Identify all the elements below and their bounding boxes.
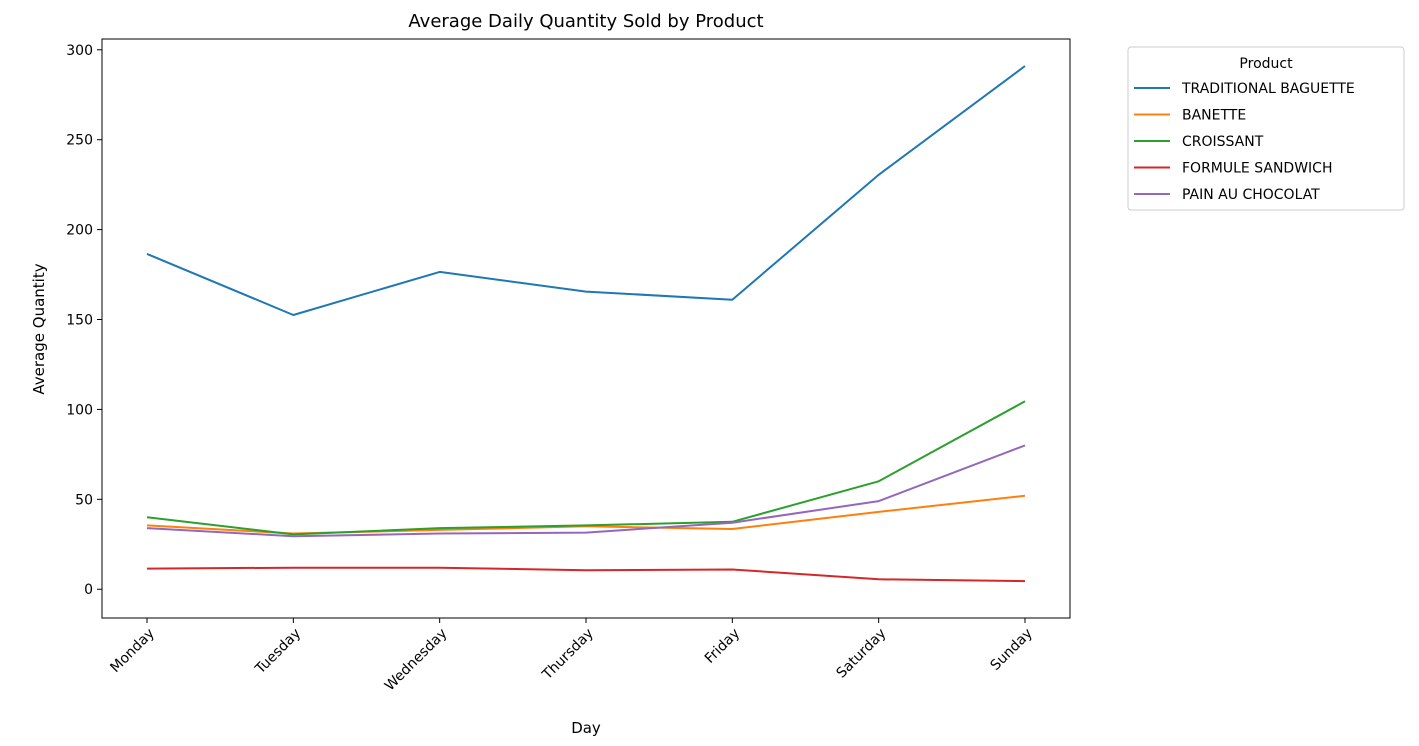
x-tick-label: Sunday [987, 626, 1035, 674]
series-line-0 [146, 65, 1026, 316]
y-axis-label: Average Quantity [30, 263, 48, 394]
y-tick-label: 50 [75, 492, 93, 508]
chart-title: Average Daily Quantity Sold by Product [408, 11, 763, 32]
y-tick-label: 200 [66, 223, 93, 239]
legend-title: Product [1239, 56, 1293, 72]
x-tick-label: Wednesday [382, 626, 451, 695]
y-tick-label: 100 [66, 402, 93, 418]
legend-label: CROISSANT [1182, 134, 1264, 150]
series-line-4 [146, 444, 1026, 538]
x-axis-label: Day [571, 719, 601, 737]
x-tick-label: Monday [107, 626, 157, 676]
y-tick-label: 300 [66, 43, 93, 59]
y-tick-label: 150 [66, 313, 93, 329]
legend-label: PAIN AU CHOCOLAT [1182, 187, 1320, 203]
legend-label: TRADITIONAL BAGUETTE [1181, 81, 1355, 97]
series-lines [146, 65, 1026, 583]
y-axis: 0 50 100 150 200 250 300 [66, 43, 102, 598]
series-line-2 [146, 400, 1026, 536]
legend: Product TRADITIONAL BAGUETTE BANETTE CROIS… [1127, 46, 1405, 211]
legend-label: BANETTE [1182, 108, 1246, 124]
x-tick-label: Friday [702, 626, 743, 667]
y-tick-label: 250 [66, 133, 93, 149]
series-line-1 [146, 494, 1026, 535]
legend-label: FORMULE SANDWICH [1182, 161, 1332, 177]
x-tick-label: Tuesday [252, 626, 304, 678]
x-tick-label: Thursday [539, 626, 597, 684]
x-tick-label: Saturday [834, 626, 890, 682]
y-tick-label: 0 [84, 582, 93, 598]
legend-items: TRADITIONAL BAGUETTE BANETTE CROISSANT FORM… [1134, 81, 1355, 203]
series-line-3 [146, 566, 1026, 583]
x-axis: Monday Tuesday Wednesday Thursday Friday Satu… [107, 618, 1036, 695]
legend-box [1127, 46, 1405, 211]
